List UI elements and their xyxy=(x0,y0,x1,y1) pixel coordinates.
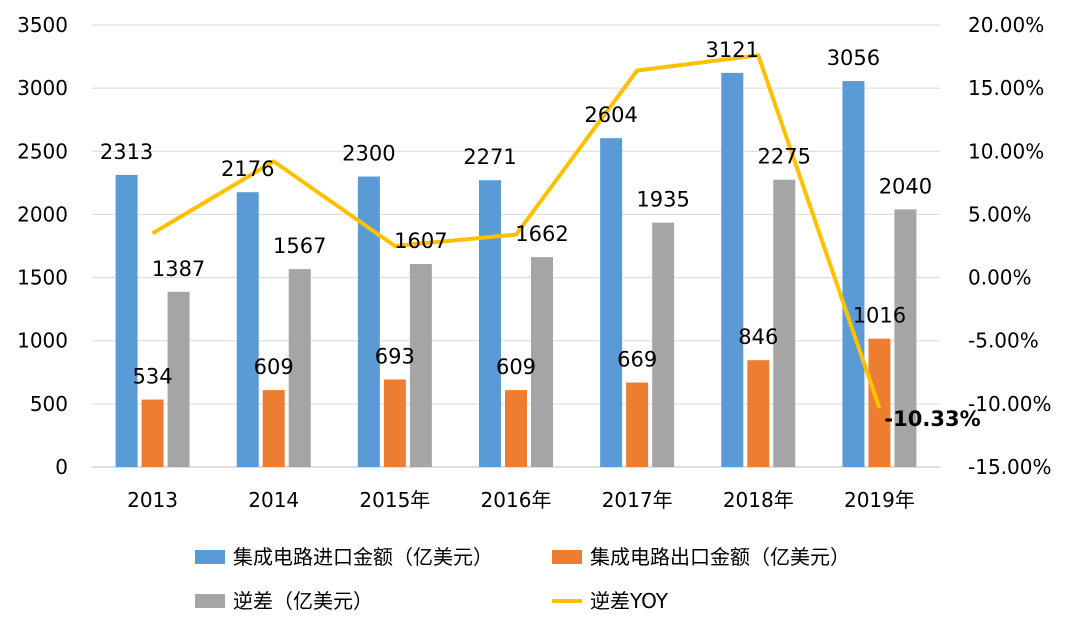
bars xyxy=(115,72,917,468)
bar-data-label: 2313 xyxy=(100,140,153,164)
data-labels: 2313 534 1387 2176 609 1567 2300 693 1607 2271 609… xyxy=(100,38,981,431)
bar xyxy=(479,180,501,467)
bar xyxy=(721,72,744,467)
y-tick-label: 3500 xyxy=(17,13,68,37)
y-tick-label: 1500 xyxy=(17,266,68,290)
bar xyxy=(505,390,527,467)
y-tick-label: 2000 xyxy=(17,202,68,226)
yoy-annotation: -10.33% xyxy=(884,407,980,431)
bar xyxy=(383,379,406,467)
x-tick-label: 2016年 xyxy=(481,488,552,512)
bar xyxy=(626,382,649,467)
bar xyxy=(167,291,190,467)
legend-swatch xyxy=(195,594,225,608)
y-tick-label: 3000 xyxy=(17,76,68,100)
bar-data-label: 2271 xyxy=(463,145,516,169)
legend: 集成电路进口金额（亿美元） 集成电路出口金额（亿美元） 逆差（亿美元） 逆差YOY xyxy=(195,545,850,613)
y2-tick-label: -5.00% xyxy=(968,329,1039,353)
bar-data-label: 2040 xyxy=(879,174,932,198)
x-tick-label: 2013 xyxy=(127,488,178,512)
bar xyxy=(842,81,865,467)
bar-data-label: 2176 xyxy=(221,157,274,181)
bar xyxy=(409,264,432,467)
bar-data-label: 1567 xyxy=(273,234,326,258)
y2-tick-label: -15.00% xyxy=(968,455,1051,479)
bar xyxy=(357,176,380,468)
legend-swatch xyxy=(195,550,225,564)
bar xyxy=(600,138,623,468)
y-tick-label: 500 xyxy=(30,392,68,416)
x-tick-label: 2014 xyxy=(248,488,299,512)
x-tick-label: 2019年 xyxy=(844,488,915,512)
bar xyxy=(141,399,164,467)
y2-tick-label: -10.00% xyxy=(968,392,1051,416)
legend-label: 集成电路出口金额（亿美元） xyxy=(590,545,850,569)
y-axis-left: 0 500 1000 1500 2000 2500 3000 3500 xyxy=(17,13,68,479)
bar-data-label: 2604 xyxy=(584,103,637,127)
y2-tick-label: 10.00% xyxy=(968,139,1044,163)
x-axis: 2013 2014 2015年 2016年 2017年 2018年 2019年 xyxy=(127,488,915,512)
bar-data-label: 1662 xyxy=(515,222,568,246)
bar xyxy=(747,360,770,467)
bar-data-label: 2300 xyxy=(342,142,395,166)
bar xyxy=(115,174,138,468)
bar xyxy=(894,209,917,467)
bar xyxy=(236,192,259,468)
bar-data-label: 609 xyxy=(496,355,536,379)
legend-label: 逆差YOY xyxy=(590,589,669,613)
legend-swatch xyxy=(552,550,582,564)
bar-data-label: 693 xyxy=(375,344,415,368)
bar xyxy=(652,222,675,467)
y2-tick-label: 15.00% xyxy=(968,76,1044,100)
bar-data-label: 3056 xyxy=(827,46,880,70)
bar-data-label: 1935 xyxy=(636,188,689,212)
bar xyxy=(288,269,311,467)
bar-data-label: 669 xyxy=(617,348,657,372)
bar-data-label: 534 xyxy=(133,365,173,389)
bar xyxy=(773,179,796,467)
y-axis-right: -15.00% -10.00% -5.00% 0.00% 5.00% 10.00% 15.0… xyxy=(968,13,1051,479)
legend-label: 逆差（亿美元） xyxy=(233,589,373,613)
y-tick-label: 2500 xyxy=(17,139,68,163)
y2-tick-label: 20.00% xyxy=(968,13,1044,37)
bar-data-label: 1387 xyxy=(152,257,205,281)
x-tick-label: 2017年 xyxy=(602,488,673,512)
x-tick-label: 2015年 xyxy=(359,488,430,512)
bar-data-label: 3121 xyxy=(706,38,759,62)
bar xyxy=(262,390,285,467)
y2-tick-label: 5.00% xyxy=(968,202,1032,226)
bar-data-label: 2275 xyxy=(758,145,811,169)
legend-label: 集成电路进口金额（亿美元） xyxy=(233,545,493,569)
bar-data-label: 609 xyxy=(254,355,294,379)
x-tick-label: 2018年 xyxy=(723,488,794,512)
y2-tick-label: 0.00% xyxy=(968,266,1032,290)
bar-data-label: 846 xyxy=(738,325,778,349)
bar-data-label: 1016 xyxy=(853,304,906,328)
y-tick-label: 0 xyxy=(55,455,68,479)
bar xyxy=(531,257,553,467)
yoy-line xyxy=(151,53,882,409)
grid-lines xyxy=(92,24,940,468)
bar-data-label: 1607 xyxy=(394,229,447,253)
y-tick-label: 1000 xyxy=(17,329,68,353)
